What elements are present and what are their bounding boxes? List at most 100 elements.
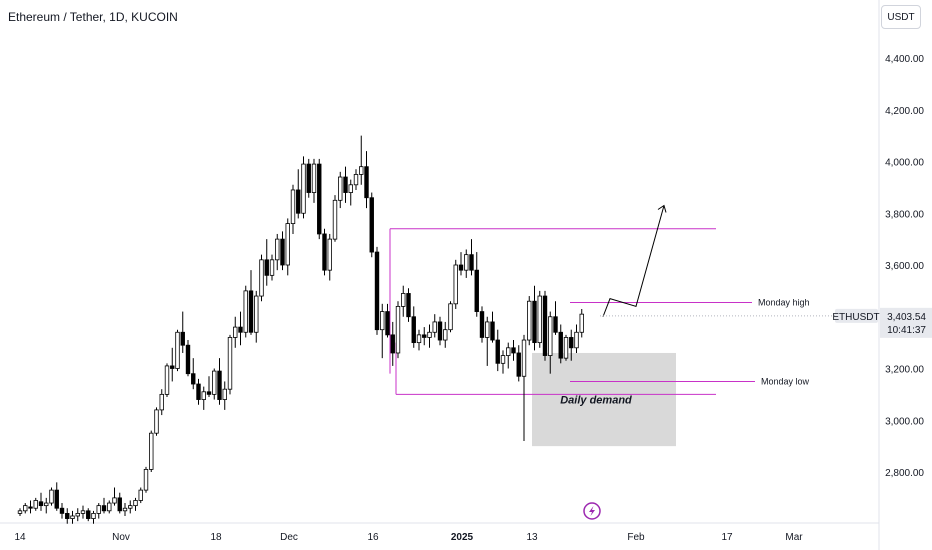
candle[interactable] [453, 259, 458, 309]
candle[interactable] [558, 324, 563, 364]
candle[interactable] [479, 306, 485, 343]
candle[interactable] [542, 290, 548, 361]
candle[interactable] [238, 311, 243, 346]
candle[interactable] [548, 311, 553, 374]
candle[interactable] [133, 497, 138, 511]
candle[interactable] [243, 285, 248, 338]
demand-zone[interactable] [532, 352, 676, 447]
candle[interactable] [390, 321, 395, 366]
candle[interactable] [380, 303, 385, 359]
candle[interactable] [401, 285, 406, 317]
candle[interactable] [159, 389, 164, 416]
candle[interactable] [170, 347, 175, 382]
candle[interactable] [96, 503, 101, 519]
candle[interactable] [222, 381, 227, 410]
candle[interactable] [49, 487, 54, 506]
candle[interactable] [17, 508, 23, 516]
candle[interactable] [369, 192, 374, 258]
candle[interactable] [448, 301, 453, 333]
candle[interactable] [259, 254, 264, 302]
candle[interactable] [285, 218, 290, 276]
candle[interactable] [128, 500, 133, 514]
candle[interactable] [485, 316, 490, 366]
candle[interactable] [269, 254, 275, 281]
candle[interactable] [464, 249, 469, 278]
candle[interactable] [443, 321, 448, 348]
candle[interactable] [327, 233, 332, 281]
currency-unit-button[interactable]: USDT [881, 5, 921, 29]
symbol-tag[interactable] [835, 308, 878, 323]
candle[interactable] [206, 376, 212, 397]
candle[interactable] [70, 510, 75, 524]
candle[interactable] [290, 184, 296, 234]
candle[interactable] [495, 329, 500, 372]
candle[interactable] [348, 179, 353, 206]
candle[interactable] [579, 308, 584, 338]
candle[interactable] [122, 503, 128, 516]
candle[interactable] [374, 246, 380, 335]
candle[interactable] [416, 329, 422, 351]
candle[interactable] [406, 288, 411, 322]
candle[interactable] [343, 166, 348, 203]
lightning-icon[interactable] [583, 502, 601, 520]
candle[interactable] [65, 508, 70, 524]
candle[interactable] [359, 135, 364, 185]
candle[interactable] [44, 497, 49, 514]
candle[interactable] [59, 503, 65, 519]
candle[interactable] [38, 492, 44, 511]
candle[interactable] [91, 510, 96, 524]
candle[interactable] [500, 350, 506, 374]
candle[interactable] [427, 324, 432, 348]
candle[interactable] [527, 296, 532, 346]
candle[interactable] [385, 303, 390, 338]
candle[interactable] [175, 329, 180, 372]
candle[interactable] [248, 270, 254, 335]
candle[interactable] [490, 311, 495, 343]
candle[interactable] [149, 430, 154, 472]
candle[interactable] [437, 316, 443, 346]
candle[interactable] [280, 231, 285, 271]
candle[interactable] [364, 151, 369, 209]
candle[interactable] [537, 290, 542, 348]
candle[interactable] [196, 378, 201, 405]
candle[interactable] [112, 487, 117, 506]
candle[interactable] [101, 497, 107, 514]
candle[interactable] [432, 314, 437, 338]
candle[interactable] [469, 239, 474, 276]
candle[interactable] [422, 327, 427, 346]
candle[interactable] [180, 311, 185, 353]
candle[interactable] [75, 508, 80, 522]
candle[interactable] [553, 301, 558, 335]
candle[interactable] [23, 503, 28, 514]
candle[interactable] [227, 334, 233, 395]
candle[interactable] [574, 324, 579, 353]
candle[interactable] [395, 301, 401, 359]
candle[interactable] [86, 508, 91, 522]
candle[interactable] [516, 345, 521, 382]
candle[interactable] [191, 358, 196, 390]
price-tag[interactable] [880, 307, 932, 338]
candle[interactable] [338, 171, 343, 209]
candle[interactable] [411, 306, 416, 348]
candle[interactable] [332, 195, 338, 242]
candle[interactable] [353, 169, 359, 190]
candle[interactable] [563, 334, 569, 361]
candle[interactable] [217, 358, 222, 405]
candle[interactable] [511, 340, 516, 361]
price-axis-panel[interactable] [879, 30, 932, 550]
projection-path[interactable] [602, 205, 665, 317]
candle[interactable] [296, 169, 301, 219]
candle[interactable] [138, 487, 143, 504]
candle[interactable] [143, 466, 149, 493]
candle[interactable] [306, 158, 311, 198]
candle[interactable] [506, 342, 511, 369]
candle[interactable] [275, 233, 280, 271]
candle[interactable] [201, 386, 206, 410]
candle[interactable] [185, 340, 191, 377]
candle[interactable] [569, 329, 574, 361]
candle[interactable] [33, 497, 38, 511]
candle[interactable] [80, 505, 86, 519]
candle[interactable] [521, 334, 527, 441]
candle[interactable] [311, 158, 317, 203]
